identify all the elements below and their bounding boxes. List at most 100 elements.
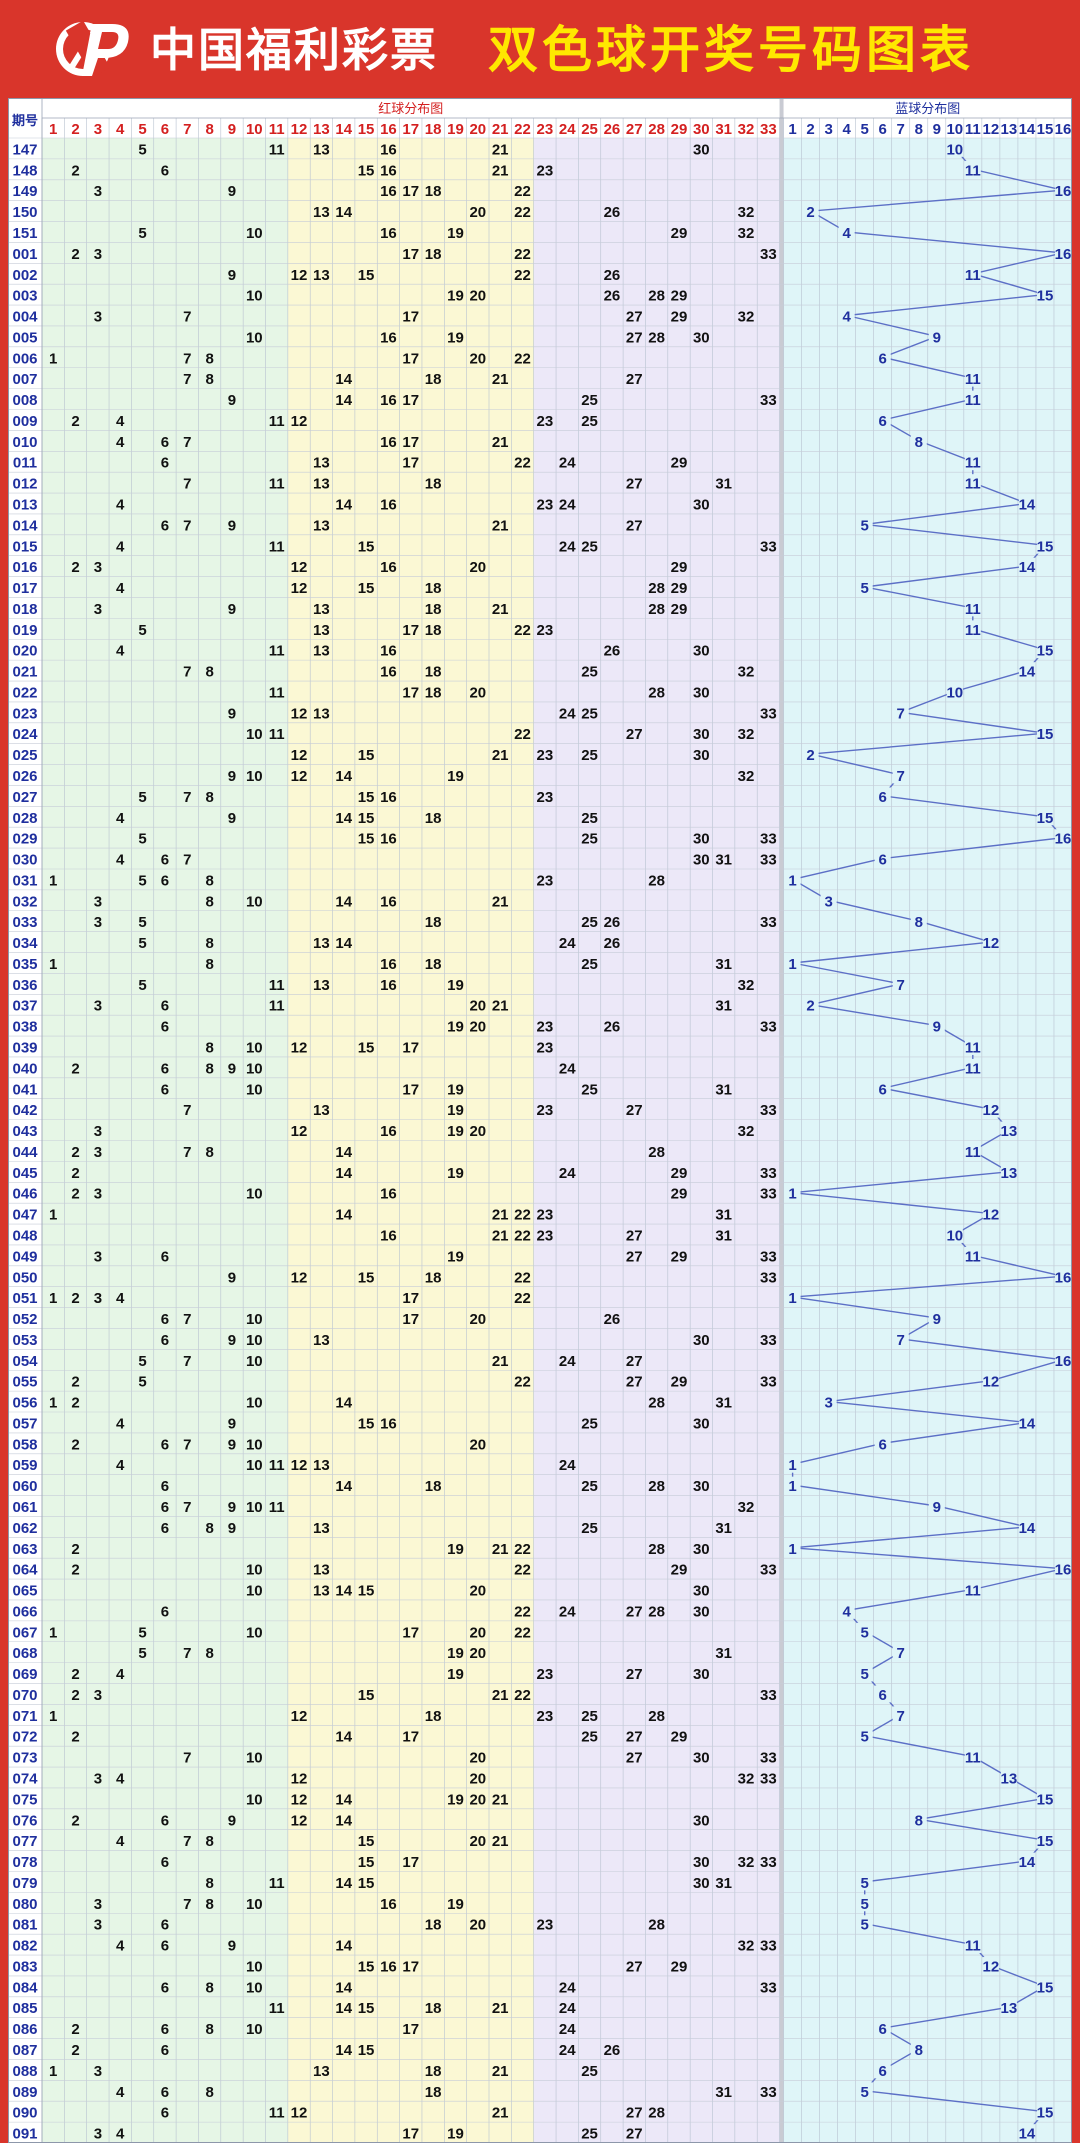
red-ball-number: 8 xyxy=(205,1060,213,1077)
red-ball-number: 4 xyxy=(116,413,125,430)
red-ball-number: 21 xyxy=(492,747,509,764)
red-ball-number: 6 xyxy=(161,1478,169,1495)
red-ball-number: 5 xyxy=(138,935,146,952)
red-ball-number: 8 xyxy=(205,1833,213,1850)
issue-number: 046 xyxy=(12,1186,37,1203)
blue-ball-backdrop xyxy=(1000,1769,1017,1786)
red-ball-number: 13 xyxy=(313,601,330,618)
red-ball-number: 9 xyxy=(228,517,236,534)
issue-number: 015 xyxy=(12,538,37,555)
red-ball-number: 28 xyxy=(648,872,665,889)
blue-ball-backdrop xyxy=(946,1226,963,1243)
blue-ball-number: 14 xyxy=(1019,559,1036,576)
blue-ball-number: 1 xyxy=(788,1457,796,1474)
red-ball-number: 5 xyxy=(138,872,146,889)
issue-number: 014 xyxy=(12,517,38,534)
red-ball-number: 7 xyxy=(183,517,191,534)
red-ball-number: 1 xyxy=(49,1207,57,1224)
blue-ball-number: 16 xyxy=(1055,831,1072,848)
red-ball-number: 27 xyxy=(626,1102,643,1119)
blue-ball-number: 14 xyxy=(1019,2126,1036,2143)
blue-ball-backdrop xyxy=(964,1058,981,1076)
red-ball-number: 11 xyxy=(269,1457,285,1474)
red-ball-number: 10 xyxy=(246,1353,263,1370)
red-ball-number: 6 xyxy=(161,998,169,1015)
red-ball-number: 32 xyxy=(738,1123,755,1140)
blue-ball-number: 15 xyxy=(1037,288,1054,305)
red-ball-number: 17 xyxy=(402,684,419,701)
red-ball-number: 23 xyxy=(537,1040,554,1057)
blue-ball-backdrop xyxy=(928,1497,945,1515)
red-ball-number: 17 xyxy=(402,1081,419,1098)
red-ball-number: 27 xyxy=(626,1750,643,1767)
red-ball-number: 19 xyxy=(447,977,464,994)
red-ball-number: 14 xyxy=(335,935,352,952)
red-ball-number: 27 xyxy=(626,726,643,743)
issue-number: 016 xyxy=(12,559,37,576)
red-ball-number: 11 xyxy=(269,977,285,994)
red-ball-number: 27 xyxy=(626,1374,643,1391)
blue-ball-backdrop xyxy=(964,620,981,638)
red-ball-number: 27 xyxy=(626,1603,643,1620)
blue-ball-number: 11 xyxy=(965,1060,981,1077)
red-ball-number: 33 xyxy=(760,852,777,869)
issue-number: 081 xyxy=(12,1917,37,1934)
red-ball-number: 3 xyxy=(94,601,102,618)
red-ball-number: 13 xyxy=(313,1457,330,1474)
red-ball-number: 28 xyxy=(648,2105,665,2122)
red-ball-number: 20 xyxy=(469,350,486,367)
blue-ball-backdrop xyxy=(784,1476,801,1494)
issue-number: 011 xyxy=(13,455,37,472)
red-ball-number: 16 xyxy=(380,392,397,409)
blue-ball-number: 11 xyxy=(965,476,981,493)
red-ball-number: 21 xyxy=(492,2105,509,2122)
red-ball-number: 6 xyxy=(161,1436,169,1453)
blue-ball-number: 7 xyxy=(897,1708,905,1725)
blue-ball-number: 1 xyxy=(788,1290,796,1307)
red-ball-number: 24 xyxy=(559,455,576,472)
red-ball-number: 24 xyxy=(559,1353,576,1370)
issue-number: 045 xyxy=(12,1165,37,1182)
red-ball-number: 4 xyxy=(116,1938,125,1955)
red-ball-number: 27 xyxy=(626,476,643,493)
red-column-header: 32 xyxy=(738,121,755,138)
red-ball-number: 10 xyxy=(246,1896,263,1913)
blue-ball-number: 1 xyxy=(788,956,796,973)
red-ball-number: 8 xyxy=(205,872,213,889)
red-ball-number: 11 xyxy=(269,998,285,1015)
blue-ball-backdrop xyxy=(964,1936,981,1954)
red-ball-number: 30 xyxy=(693,1666,710,1683)
blue-column-header: 5 xyxy=(861,121,869,138)
red-ball-number: 27 xyxy=(626,1666,643,1683)
red-ball-number: 5 xyxy=(138,1353,146,1370)
red-ball-number: 2 xyxy=(71,1165,79,1182)
red-ball-number: 33 xyxy=(760,538,777,555)
issue-number: 069 xyxy=(12,1666,37,1683)
red-ball-number: 7 xyxy=(183,371,191,388)
blue-ball-number: 11 xyxy=(965,392,981,409)
red-ball-number: 17 xyxy=(402,1040,419,1057)
red-ball-number: 18 xyxy=(425,2000,442,2017)
red-ball-number: 33 xyxy=(760,1332,777,1349)
red-column-header: 20 xyxy=(469,121,486,138)
issue-number: 062 xyxy=(12,1520,37,1537)
blue-ball-backdrop xyxy=(1054,1560,1071,1578)
red-ball-number: 9 xyxy=(228,1415,236,1432)
red-ball-number: 8 xyxy=(205,2084,213,2101)
red-column-header: 4 xyxy=(116,121,125,138)
issue-number: 071 xyxy=(12,1708,37,1725)
issue-number: 051 xyxy=(12,1290,37,1307)
red-ball-number: 25 xyxy=(581,538,598,555)
red-ball-number: 24 xyxy=(559,1979,576,1996)
blue-ball-backdrop xyxy=(838,223,855,241)
red-ball-number: 12 xyxy=(291,1040,308,1057)
red-ball-number: 15 xyxy=(358,538,375,555)
red-ball-number: 17 xyxy=(402,1854,419,1871)
red-ball-number: 4 xyxy=(116,852,125,869)
red-ball-number: 18 xyxy=(425,371,442,388)
blue-ball-backdrop xyxy=(784,870,801,888)
red-ball-number: 25 xyxy=(581,705,598,722)
red-ball-number: 27 xyxy=(626,2105,643,2122)
blue-ball-number: 8 xyxy=(915,1812,923,1829)
red-ball-number: 33 xyxy=(760,1687,777,1704)
